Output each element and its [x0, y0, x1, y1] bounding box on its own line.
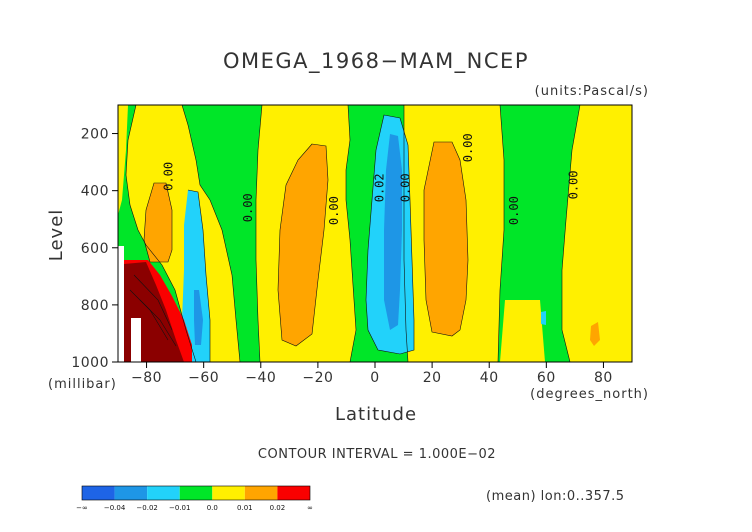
orange-blob-far-north — [590, 322, 600, 346]
units-label: (units:Pascal/s) — [535, 84, 649, 99]
colorbar-label: −0.04 — [104, 504, 126, 512]
chart-title: OMEGA_1968−MAM_NCEP — [223, 49, 529, 74]
x-tick-label: −20 — [302, 370, 333, 386]
contour-lines — [125, 105, 581, 362]
yellow-band-north-1 — [500, 300, 545, 362]
colorbar-segment — [277, 486, 310, 500]
yellow-band-left-edge — [118, 105, 128, 215]
colorbar-label: 0.0 — [207, 504, 218, 512]
white-gap-left-edge — [118, 246, 124, 362]
contour-value-label: 0.00 — [327, 196, 341, 225]
cyan-spot-north — [541, 311, 546, 325]
x-tick-label: 80 — [594, 370, 613, 386]
x-tick-label: 20 — [423, 370, 442, 386]
y-tick-label: 1000 — [71, 355, 109, 371]
colorbar-label: ∞ — [307, 504, 313, 512]
x-tick-label: −40 — [245, 370, 276, 386]
colorbar-segment — [114, 486, 148, 500]
y-tick-label: 400 — [81, 184, 109, 200]
contour-value-label: 0.02 — [373, 173, 387, 202]
blue-core-south — [194, 290, 203, 345]
yellow-band-north-2 — [562, 105, 632, 362]
colorbar-frame — [81, 485, 311, 501]
contour-fills — [118, 105, 632, 362]
colorbar-label: −0.02 — [136, 504, 157, 512]
x-tick-label: −80 — [131, 370, 162, 386]
x-tick-label: 40 — [480, 370, 499, 386]
y-unit-label: (millibar) — [48, 377, 117, 392]
colorbar-segment — [212, 486, 245, 500]
contour-value-label: 0.00 — [398, 173, 412, 202]
colorbar-label: 0.02 — [270, 504, 286, 512]
footer-mean-lon: (mean) lon:0..357.5 — [486, 489, 625, 504]
contour-value-label: 0.00 — [461, 133, 475, 162]
contour-value-label: 0.00 — [241, 193, 255, 222]
x-tick-label: 60 — [537, 370, 556, 386]
blue-core-equator — [384, 134, 402, 330]
colorbar-label: 0.01 — [237, 504, 253, 512]
colorbar-label: −∞ — [76, 504, 88, 512]
colorbar-segment — [82, 486, 115, 500]
orange-blob-midlat-south — [278, 144, 328, 346]
colorbar-label: −0.01 — [169, 504, 190, 512]
colorbar: −∞ −0.04 −0.02 −0.01 0.0 0.01 0.02 ∞ — [76, 485, 313, 512]
x-axis-title: Latitude — [335, 404, 417, 425]
x-tick-label: 0 — [370, 370, 379, 386]
y-tick-label: 800 — [81, 298, 109, 314]
colorbar-segment — [147, 486, 180, 500]
colorbar-segment — [179, 486, 213, 500]
contour-value-label: 0.00 — [567, 171, 581, 200]
y-axis: 200 400 600 800 1000 — [71, 127, 118, 371]
orange-blob-south — [144, 183, 172, 262]
plot-area: 0.00 0.00 0.00 0.02 0.00 0.00 0.00 0.00 — [117, 104, 633, 363]
yellow-band-south — [126, 105, 240, 362]
y-axis-title: Level — [46, 209, 67, 262]
x-unit-label: (degrees_north) — [530, 387, 649, 402]
y-tick-label: 600 — [81, 241, 109, 257]
y-tick-label: 200 — [81, 127, 109, 143]
orange-blob-north — [424, 142, 468, 336]
white-gap-small — [131, 318, 141, 362]
x-tick-label: −60 — [188, 370, 219, 386]
contour-value-label: 0.00 — [161, 162, 175, 191]
x-axis: −80 −60 −40 −20 0 20 40 60 80 — [131, 362, 613, 386]
contour-interval-text: CONTOUR INTERVAL = 1.000E−02 — [258, 447, 496, 462]
contour-value-labels: 0.00 0.00 0.00 0.02 0.00 0.00 0.00 0.00 — [161, 133, 580, 225]
contour-value-label: 0.00 — [507, 196, 521, 225]
colorbar-segment — [244, 486, 278, 500]
